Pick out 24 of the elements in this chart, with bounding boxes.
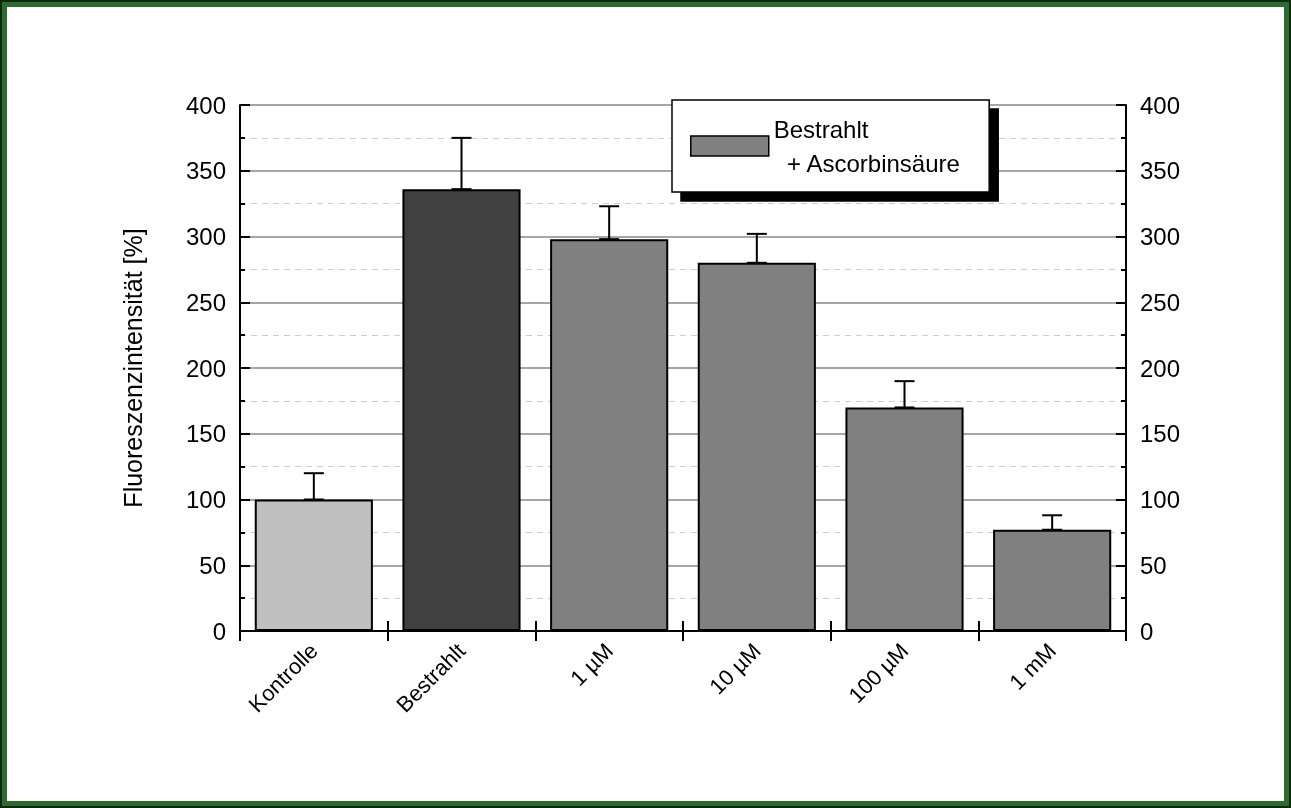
x-tick-label: 1 mM [1004, 638, 1062, 695]
y-tick-label: 0 [212, 617, 226, 645]
y-tick-label: 100 [185, 486, 226, 513]
x-tick-label: 100 µM [843, 638, 914, 709]
legend-label: Bestrahlt + Ascorbinsäure [773, 115, 960, 177]
y2-tick-label: 350 [1140, 157, 1181, 185]
y2-tick-label: 100 [1140, 486, 1181, 513]
y2-tick-label: 50 [1140, 551, 1167, 579]
y-tick-label: 150 [185, 420, 226, 448]
y-tick-label: 200 [185, 354, 226, 382]
y-tick-label: 250 [185, 288, 226, 316]
y2-tick-label: 300 [1140, 223, 1181, 250]
x-tick-label: 10 µM [704, 638, 766, 700]
x-tick-label: 1 µM [565, 638, 619, 691]
y2-tick-label: 0 [1140, 617, 1154, 645]
y-tick-label: 400 [185, 91, 226, 119]
y2-tick-label: 150 [1140, 420, 1181, 448]
y2-tick-label: 400 [1140, 91, 1181, 119]
y-tick-label: 50 [199, 551, 226, 579]
y2-tick-label: 250 [1140, 288, 1181, 316]
y-tick-label: 350 [185, 157, 226, 185]
y-tick-label: 300 [185, 223, 226, 250]
y-axis-title: Fluoreszenzintensität [%] [118, 228, 147, 508]
y2-tick-label: 200 [1140, 354, 1181, 382]
